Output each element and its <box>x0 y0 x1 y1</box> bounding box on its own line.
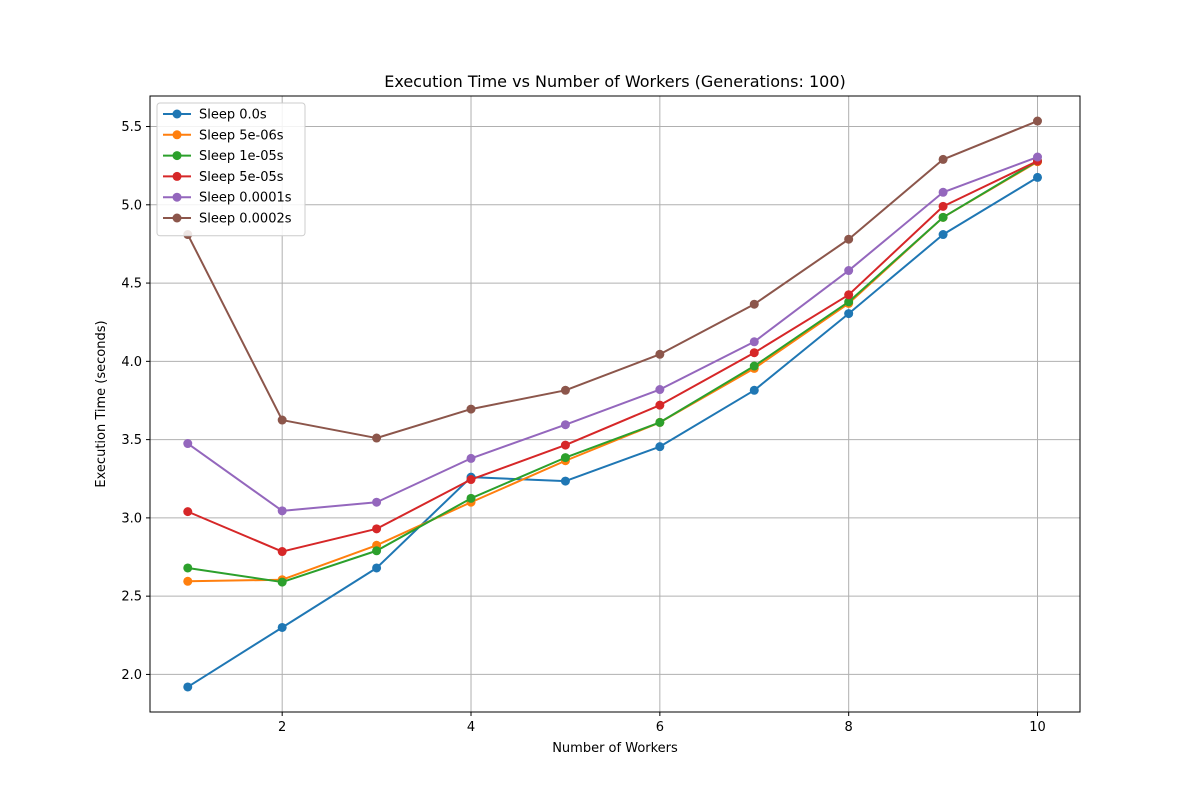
y-tick-label: 2.0 <box>121 668 142 683</box>
data-point <box>1033 116 1043 126</box>
legend-label: Sleep 1e-05s <box>199 149 284 164</box>
data-point <box>560 385 570 395</box>
series-line <box>186 120 1038 440</box>
data-point <box>844 266 854 276</box>
data-point <box>372 497 382 507</box>
data-point <box>183 507 193 517</box>
data-point <box>183 682 193 692</box>
data-point <box>277 547 287 557</box>
series-4 <box>183 156 1043 557</box>
legend-label: Sleep 5e-06s <box>199 128 284 143</box>
data-point <box>655 400 665 410</box>
legend-item: Sleep 0.0001s <box>163 191 292 206</box>
legend-label: Sleep 0.0s <box>199 108 267 123</box>
data-point <box>372 546 382 556</box>
data-point <box>372 563 382 573</box>
data-point <box>655 385 665 395</box>
y-tick-label: 3.5 <box>121 433 142 448</box>
data-point <box>277 506 287 516</box>
series-6 <box>183 116 1043 443</box>
series-5 <box>183 152 1043 516</box>
data-point <box>749 361 759 371</box>
data-point <box>655 417 665 427</box>
x-tick-label: 10 <box>1029 720 1046 735</box>
x-tick-label: 2 <box>278 720 286 735</box>
data-point <box>466 493 476 503</box>
ticks: 2 4 6 8 10 2.0 2.5 3.0 3.5 4.0 4.5 5.0 5.5 <box>121 120 1045 735</box>
legend: Sleep 0.0s Sleep 5e-06s Sleep 1e-05s Sleep … <box>156 102 306 237</box>
y-tick-label: 2.5 <box>121 590 142 605</box>
data-point <box>655 349 665 359</box>
data-point <box>844 234 854 244</box>
data-point <box>844 290 854 300</box>
legend-item: Sleep 0.0s <box>163 108 267 123</box>
series-line <box>187 176 1039 688</box>
y-tick-label: 5.5 <box>121 120 142 135</box>
data-point <box>466 404 476 414</box>
data-point <box>372 524 382 534</box>
data-point <box>277 622 287 632</box>
data-point <box>183 563 193 573</box>
y-tick-label: 3.0 <box>121 511 142 526</box>
data-point <box>844 309 854 319</box>
legend-marker <box>172 151 182 161</box>
legend-item: Sleep 5e-05s <box>163 170 284 185</box>
legend-item: Sleep 1e-05s <box>163 149 284 164</box>
series-line <box>187 160 1039 584</box>
legend-marker <box>172 192 182 202</box>
series-line <box>187 160 1038 553</box>
x-tick-label: 4 <box>467 720 475 735</box>
legend-box <box>156 102 306 237</box>
legend-marker <box>172 171 182 181</box>
chart-title: Execution Time vs Number of Workers (Gen… <box>384 72 845 91</box>
y-tick-label: 4.0 <box>121 355 142 370</box>
x-axis-title: Number of Workers <box>552 741 678 756</box>
data-point <box>938 154 948 164</box>
legend-item: Sleep 5e-06s <box>163 128 284 143</box>
legend-label: Sleep 0.0001s <box>199 191 292 206</box>
data-point <box>560 453 570 463</box>
legend-label: Sleep 5e-05s <box>199 170 284 185</box>
x-tick-label: 6 <box>656 720 664 735</box>
data-point <box>1033 152 1043 162</box>
data-point <box>844 297 854 307</box>
data-point <box>277 577 287 587</box>
series-line <box>187 156 1038 512</box>
series-layer <box>183 116 1043 692</box>
legend-marker <box>172 213 182 223</box>
data-point <box>560 420 570 430</box>
data-point <box>938 230 948 240</box>
data-point <box>277 415 287 425</box>
data-point <box>938 201 948 211</box>
y-tick-label: 4.5 <box>121 277 142 292</box>
data-point <box>560 440 570 450</box>
data-point <box>938 212 948 222</box>
data-point <box>655 442 665 452</box>
y-axis-title: Execution Time (seconds) <box>94 320 109 487</box>
plot-frame <box>149 95 1081 713</box>
data-point <box>938 187 948 197</box>
y-tick-label: 5.0 <box>121 198 142 213</box>
data-point <box>466 475 476 485</box>
x-tick-label: 8 <box>845 720 853 735</box>
data-point <box>749 337 759 347</box>
legend-marker <box>172 109 182 119</box>
data-point <box>466 453 476 463</box>
data-point <box>749 299 759 309</box>
legend-item: Sleep 0.0002s <box>163 212 292 227</box>
data-point <box>183 439 193 449</box>
data-point <box>183 576 193 586</box>
data-point <box>1033 172 1043 182</box>
data-point <box>749 385 759 395</box>
data-point <box>372 433 382 443</box>
legend-marker <box>172 130 182 140</box>
legend-label: Sleep 0.0002s <box>199 212 292 227</box>
data-point <box>749 348 759 358</box>
series-1 <box>183 172 1043 692</box>
data-point <box>560 476 570 486</box>
